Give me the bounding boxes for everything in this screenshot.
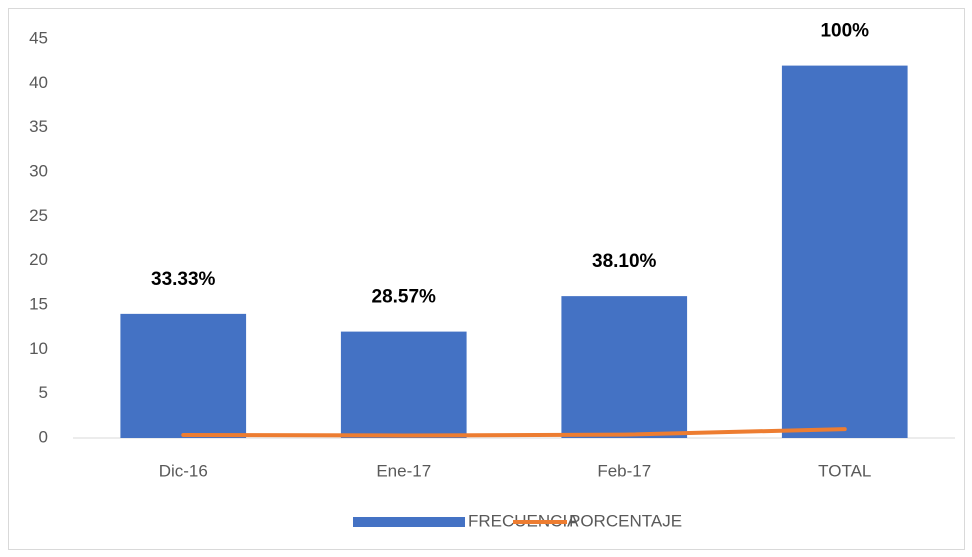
y-tick-label: 15 — [29, 294, 48, 313]
y-tick-label: 30 — [29, 161, 48, 180]
x-tick-label: Dic-16 — [159, 461, 208, 480]
line — [181, 427, 847, 438]
legend-swatch — [353, 517, 465, 527]
y-tick-label: 40 — [29, 73, 48, 92]
bar — [781, 65, 908, 438]
y-tick-label: 45 — [29, 28, 48, 47]
y-tick-label: 5 — [39, 383, 48, 402]
value-label: 33.33% — [151, 269, 216, 290]
y-tick-label: 0 — [39, 427, 48, 446]
legend-label: PORCENTAJE — [569, 511, 682, 530]
bar — [561, 296, 688, 438]
y-tick-label: 20 — [29, 250, 48, 269]
value-label: 38.10% — [592, 251, 657, 272]
y-tick-label: 25 — [29, 206, 48, 225]
x-tick-label: TOTAL — [818, 461, 871, 480]
bar — [120, 313, 247, 438]
value-label: 28.57% — [372, 287, 437, 308]
value-label: 100% — [820, 21, 869, 42]
y-tick-label: 10 — [29, 339, 48, 358]
x-tick-label: Ene-17 — [376, 461, 431, 480]
y-tick-label: 35 — [29, 117, 48, 136]
x-tick-label: Feb-17 — [597, 461, 651, 480]
bar — [340, 331, 467, 438]
